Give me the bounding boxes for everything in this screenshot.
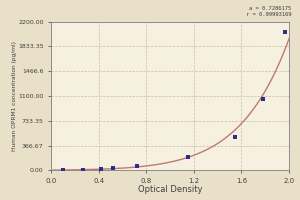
Point xyxy=(99,168,103,171)
X-axis label: Optical Density: Optical Density xyxy=(138,185,202,194)
Point xyxy=(185,155,190,158)
Text: a = 0.7286175
r = 0.99993169: a = 0.7286175 r = 0.99993169 xyxy=(245,6,291,17)
Y-axis label: Human OPRM1 concentration (pg/ml): Human OPRM1 concentration (pg/ml) xyxy=(12,41,16,151)
Point xyxy=(134,165,139,168)
Point xyxy=(81,169,86,172)
Point xyxy=(61,169,65,172)
Point xyxy=(111,167,116,170)
Point xyxy=(260,98,265,101)
Point xyxy=(283,30,288,33)
Point xyxy=(233,135,238,138)
